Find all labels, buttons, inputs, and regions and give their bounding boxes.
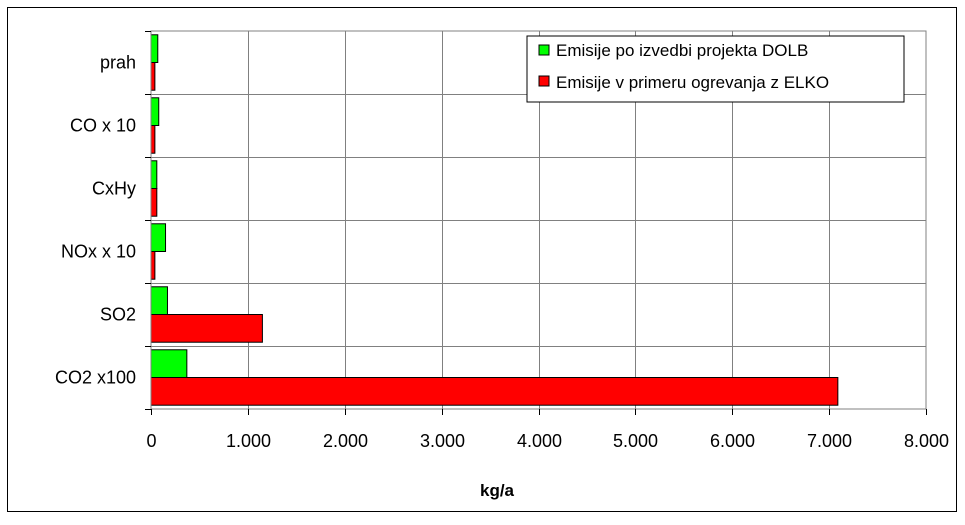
x-axis-title: kg/a [480, 481, 515, 500]
bar-dolb [150, 97, 160, 126]
category-label: CxHy [92, 179, 136, 199]
x-tick-label: 3.000 [420, 431, 465, 451]
legend-label-dolb: Emisije po izvedbi projekta DOLB [556, 41, 808, 60]
bar-elko [150, 251, 156, 280]
x-tick-label: 0 [146, 431, 156, 451]
category-label: CO2 x100 [55, 368, 136, 388]
bar-dolb [150, 349, 188, 378]
legend: Emisije po izvedbi projekta DOLB Emisije… [526, 35, 905, 103]
category-label: NOx x 10 [61, 242, 136, 262]
bar-elko [150, 377, 839, 406]
bar-elko [150, 125, 156, 154]
legend-swatch-dolb [538, 44, 550, 56]
bar-dolb [150, 223, 167, 252]
category-label: CO x 10 [70, 116, 136, 136]
bar-dolb [150, 34, 159, 63]
x-tick-label: 8.000 [904, 431, 949, 451]
bar-dolb [150, 160, 158, 189]
bar-elko [150, 314, 263, 343]
x-tick-label: 2.000 [323, 431, 368, 451]
legend-label-elko: Emisije v primeru ogrevanja z ELKO [556, 73, 829, 92]
x-tick-label: 5.000 [613, 431, 658, 451]
x-tick-label: 4.000 [517, 431, 562, 451]
legend-box [526, 35, 905, 103]
x-tick-label: 6.000 [710, 431, 755, 451]
x-tick-label: 1.000 [226, 431, 271, 451]
legend-swatch-elko [538, 75, 550, 87]
bar-dolb [150, 286, 168, 315]
bar-elko [150, 188, 158, 217]
x-tick-label: 7.000 [807, 431, 852, 451]
category-label: SO2 [100, 305, 136, 325]
category-label: prah [100, 53, 136, 73]
bar-elko [150, 62, 156, 91]
